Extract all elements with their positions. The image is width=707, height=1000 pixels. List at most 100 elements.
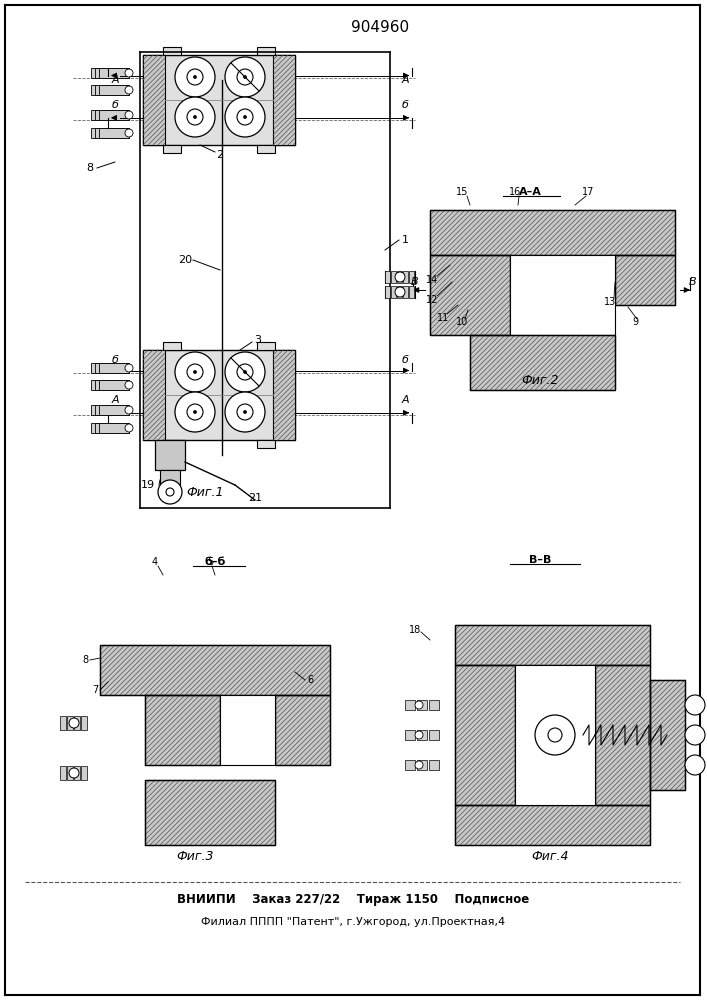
Circle shape [125, 381, 133, 389]
Bar [99, 405, 129, 415]
Bar [163, 440, 181, 448]
Text: 20: 20 [178, 255, 192, 265]
Bar [95, 110, 129, 120]
Text: 904960: 904960 [351, 20, 409, 35]
Text: B: B [689, 277, 697, 287]
Bar [385, 286, 390, 298]
Bar [143, 55, 295, 145]
Text: 13: 13 [604, 297, 616, 307]
Text: Фиг.3: Фиг.3 [176, 850, 214, 863]
Bar [95, 380, 129, 390]
Text: 11: 11 [437, 313, 449, 323]
Bar [99, 85, 129, 95]
Bar [650, 680, 685, 790]
Circle shape [69, 718, 79, 728]
Circle shape [225, 97, 265, 137]
Bar [455, 805, 650, 845]
Text: 21: 21 [248, 493, 262, 503]
Bar [143, 350, 165, 440]
Text: б: б [112, 355, 119, 365]
Bar [67, 716, 73, 730]
Circle shape [237, 109, 253, 125]
Bar [99, 128, 129, 138]
Circle shape [194, 370, 197, 373]
Text: 18: 18 [409, 625, 421, 635]
Bar [163, 145, 181, 153]
Circle shape [243, 410, 247, 414]
Bar [145, 780, 275, 845]
Bar [99, 110, 129, 120]
Bar [405, 700, 415, 710]
Bar [429, 700, 439, 710]
Bar [455, 665, 515, 805]
Bar [405, 730, 415, 740]
Bar [145, 780, 275, 845]
Text: 8: 8 [82, 655, 88, 665]
Bar [470, 335, 615, 390]
Circle shape [685, 695, 705, 715]
Bar [385, 271, 390, 283]
Bar [430, 210, 675, 255]
Bar [429, 760, 439, 770]
Text: б: б [402, 355, 409, 365]
Text: 8: 8 [86, 163, 93, 173]
Text: 14: 14 [426, 275, 438, 285]
Bar [455, 625, 650, 665]
Circle shape [243, 115, 247, 118]
Bar [74, 716, 80, 730]
Circle shape [685, 755, 705, 775]
Bar [429, 730, 439, 740]
Bar [391, 286, 396, 298]
Bar [60, 716, 66, 730]
Text: Фиг.1: Фиг.1 [186, 486, 223, 498]
Text: 15: 15 [456, 187, 468, 197]
Text: б: б [402, 100, 409, 110]
Bar [145, 695, 220, 765]
Text: 17: 17 [582, 187, 594, 197]
Bar [95, 85, 129, 95]
Bar [74, 766, 80, 780]
Text: 16: 16 [509, 187, 521, 197]
Text: Фиг.2: Фиг.2 [521, 373, 559, 386]
Circle shape [225, 57, 265, 97]
Circle shape [125, 364, 133, 372]
Bar [163, 342, 181, 350]
Text: 1: 1 [402, 235, 409, 245]
Bar [397, 286, 402, 298]
Circle shape [395, 287, 405, 297]
Bar [95, 423, 129, 433]
Bar [409, 271, 414, 283]
Bar [455, 805, 650, 845]
Bar [417, 730, 427, 740]
Bar [409, 286, 414, 298]
Bar [397, 271, 402, 283]
Bar [470, 335, 615, 390]
Text: A: A [111, 75, 119, 85]
Bar [143, 350, 295, 440]
Circle shape [243, 76, 247, 79]
Circle shape [194, 76, 197, 79]
Text: 2: 2 [216, 150, 223, 160]
Bar [91, 85, 129, 95]
Bar [430, 255, 510, 335]
Bar [220, 695, 275, 765]
Bar [273, 350, 295, 440]
Bar [615, 255, 675, 305]
Bar [145, 695, 220, 765]
Bar [163, 47, 181, 55]
Circle shape [237, 404, 253, 420]
Bar [515, 665, 595, 805]
Bar [95, 68, 129, 78]
Circle shape [685, 725, 705, 745]
Circle shape [395, 272, 405, 282]
Bar [95, 128, 129, 138]
Bar [99, 380, 129, 390]
Circle shape [225, 352, 265, 392]
Text: 6: 6 [307, 675, 313, 685]
Bar [91, 128, 129, 138]
Bar [155, 440, 185, 470]
Bar [510, 255, 615, 335]
Circle shape [175, 97, 215, 137]
Bar [60, 766, 66, 780]
Bar [257, 145, 275, 153]
